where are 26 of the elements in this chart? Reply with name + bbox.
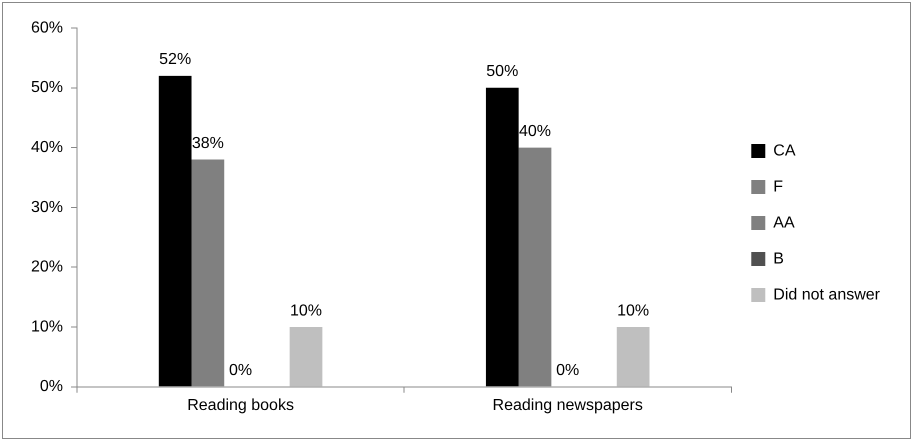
data-label: 38% (192, 134, 224, 152)
y-tick-label: 30% (30, 198, 64, 216)
x-tick-label: Reading books (187, 396, 294, 414)
bar (158, 76, 192, 386)
legend-label: CA (773, 142, 796, 160)
x-tick-label: Reading newspapers (492, 396, 643, 414)
data-label: 0% (556, 362, 580, 380)
bar (486, 88, 519, 386)
data-label: 52% (159, 51, 192, 68)
data-label: 40% (518, 123, 552, 140)
data-label: 10% (290, 302, 322, 320)
legend-label: B (773, 250, 784, 268)
y-tick-label: 40% (30, 139, 64, 156)
data-label: 0% (229, 362, 252, 380)
y-tick-label: 10% (30, 318, 64, 336)
data-label: 50% (486, 63, 518, 80)
bar (290, 327, 322, 386)
y-tick-label: 0% (40, 378, 64, 396)
y-tick-label: 20% (30, 258, 64, 276)
y-tick-label: 60% (30, 19, 64, 36)
bar (616, 327, 650, 386)
legend-label: F (773, 178, 784, 196)
y-tick-label: 50% (30, 79, 64, 96)
legend-label: AA (773, 214, 795, 232)
data-label: 10% (617, 302, 650, 320)
legend-label: Did not answer (773, 286, 881, 304)
